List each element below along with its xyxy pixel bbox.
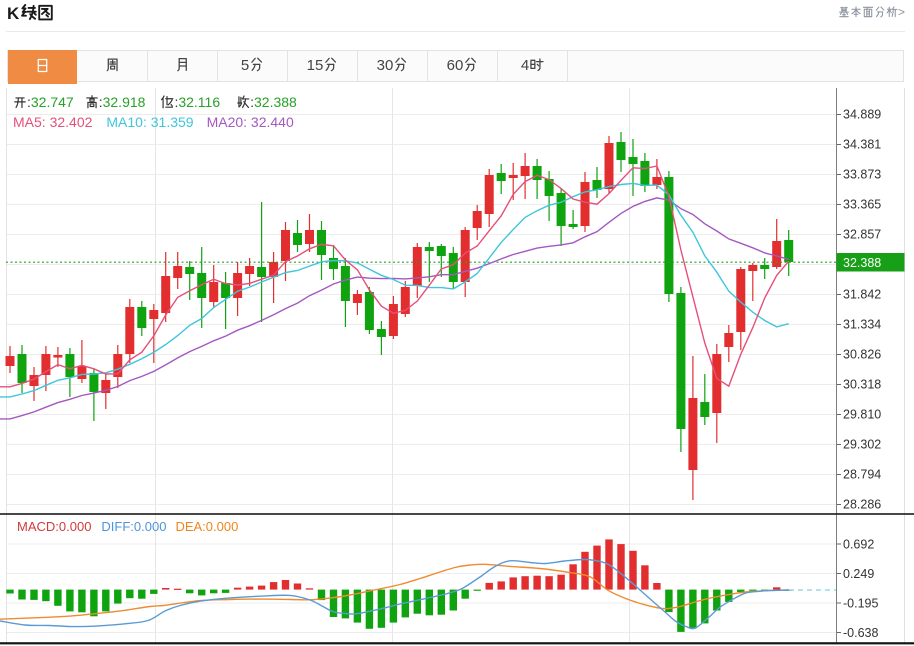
svg-text:0.249: 0.249: [843, 567, 874, 581]
svg-text:0.692: 0.692: [843, 538, 874, 552]
svg-text:33.365: 33.365: [843, 198, 881, 212]
svg-text:28.286: 28.286: [843, 498, 881, 512]
svg-text:28.794: 28.794: [843, 468, 881, 482]
svg-text:34.381: 34.381: [843, 138, 881, 152]
svg-text:-0.195: -0.195: [843, 597, 878, 611]
svg-text:33.873: 33.873: [843, 168, 881, 182]
svg-text:29.302: 29.302: [843, 438, 881, 452]
svg-text:30.318: 30.318: [843, 378, 881, 392]
svg-text:-0.638: -0.638: [843, 626, 878, 640]
svg-text:30.826: 30.826: [843, 348, 881, 362]
svg-text:31.334: 31.334: [843, 318, 881, 332]
svg-text:31.842: 31.842: [843, 288, 881, 302]
svg-text:32.857: 32.857: [843, 228, 881, 242]
svg-text:29.810: 29.810: [843, 408, 881, 422]
svg-text:34.889: 34.889: [843, 108, 881, 122]
svg-text:32.388: 32.388: [843, 256, 881, 270]
